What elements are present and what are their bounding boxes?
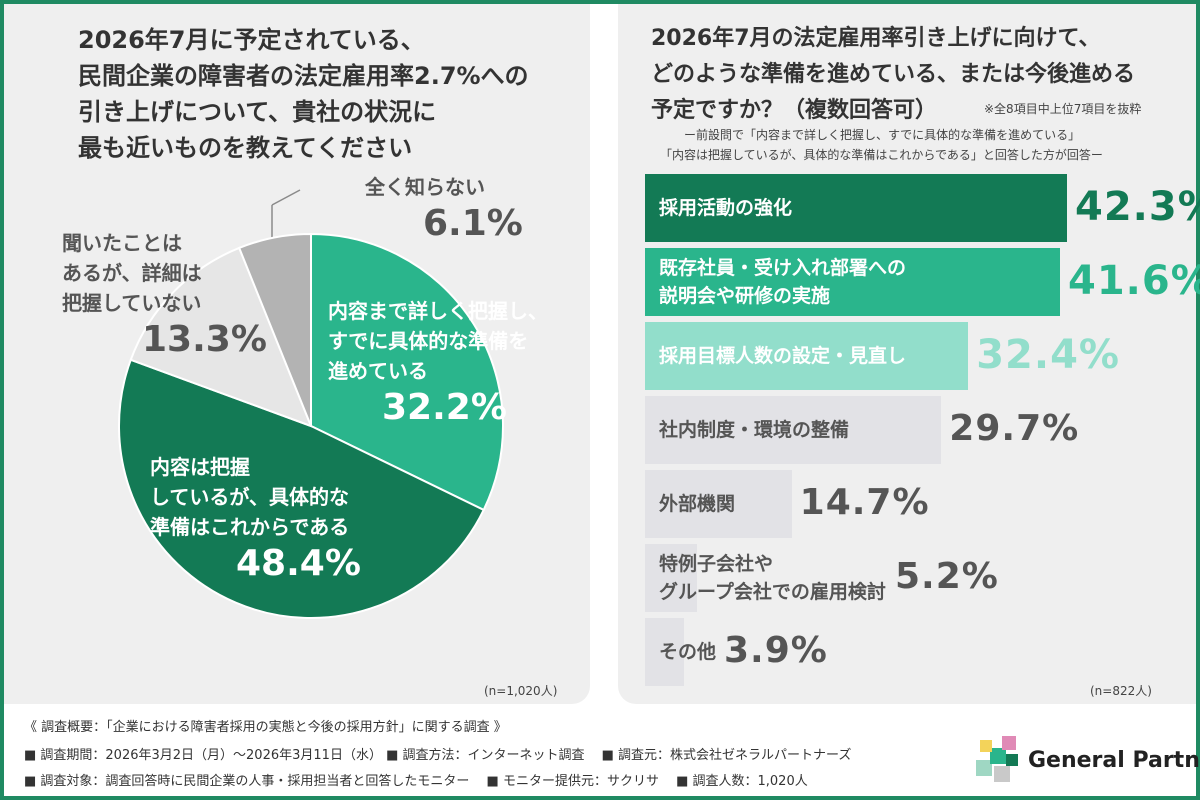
cube-stack-logo-icon — [976, 736, 1018, 782]
bar-value-label: 32.4% — [976, 332, 1120, 378]
footer-line: ■ 調査期間：2026年3月2日（月）〜2026年3月11日（水） ■ 調査方法… — [24, 748, 852, 763]
pie-slice-pct: 48.4% — [236, 543, 361, 584]
right-title-line: 予定ですか？（複数回答可） — [651, 98, 938, 123]
pie-label-slice-3: 聞いたことは あるが、詳細は 把握していない 13.3% — [62, 228, 267, 362]
pie-slice — [118, 358, 486, 619]
pie-slice-pct: 6.1% — [423, 203, 523, 244]
pie-label-slice-2: 内容は把握 しているが、具体的な 準備はこれからである 48.4% — [150, 452, 361, 586]
bar-label: 既存社員・受け入れ部署への 説明会や研修の実施 — [659, 254, 906, 310]
pie-slice-text: 聞いたことは — [62, 231, 182, 255]
logo-text: General Partners — [1028, 748, 1200, 773]
pie-slice — [310, 232, 504, 512]
pie-slice-text: 内容まで詳しく把握し、 — [328, 299, 548, 323]
bar-label: その他 — [659, 638, 716, 666]
left-title-line: 最も近いものを教えてください — [78, 134, 413, 162]
bar-label-line: グループ会社での雇用検討 — [659, 581, 886, 603]
left-title-line: 2026年7月に予定されている、 — [78, 26, 425, 54]
footer-line: ■ 調査対象：調査回答時に民間企業の人事・採用担当者と回答したモニター ■ モニ… — [24, 774, 808, 789]
bar-value-label: 42.3% — [1075, 184, 1200, 230]
pie-label-slice-4: 全く知らない 6.1% — [365, 172, 523, 246]
bar-label-line: 説明会や研修の実施 — [659, 285, 831, 307]
pie-slice-pct: 13.3% — [142, 319, 267, 360]
bar — [645, 618, 684, 686]
bar — [645, 174, 1067, 242]
pie-slice — [129, 246, 313, 428]
bar-value-label: 5.2% — [895, 556, 999, 598]
bar-label: 社内制度・環境の整備 — [659, 416, 849, 444]
bar-value-label: 41.6% — [1068, 258, 1200, 304]
right-subtitle-line: 「内容は把握しているが、具体的な準備はこれからである」と回答した方が回答ー — [660, 148, 1103, 162]
bar — [645, 544, 697, 612]
pie-slice-text: 全く知らない — [365, 175, 485, 199]
company-logo: General Partners — [972, 730, 1200, 792]
bar-label-line: その他 — [659, 641, 717, 663]
right-title-line: どのような準備を進めている、または今後進める — [651, 62, 1136, 87]
left-title-line: 引き上げについて、貴社の状況に — [78, 98, 437, 126]
pie-label-slice-1: 内容まで詳しく把握し、 すでに具体的な準備を 進めている 32.2% — [328, 296, 548, 430]
right-title-line: 2026年7月の法定雇用率引き上げに向けて、 — [651, 26, 1101, 51]
bar-label-line: 採用活動の強化 — [659, 197, 793, 219]
bar-value-label: 3.9% — [724, 630, 828, 672]
pie-slice-pct: 32.2% — [382, 387, 507, 428]
bar-label-line: 既存社員・受け入れ部署への — [659, 257, 907, 279]
bar-label: 採用目標人数の設定・見直し — [659, 342, 906, 370]
pie-chart — [118, 189, 504, 619]
bar — [645, 396, 942, 464]
pie-slice-text: 進めている — [328, 359, 428, 383]
bar-label: 採用活動の強化 — [659, 194, 792, 222]
pie-slice-text: 準備はこれからである — [150, 515, 350, 539]
bar-label-line: 社内制度・環境の整備 — [659, 419, 850, 441]
right-note: ※全8項目中上位7項目を抜粋 — [984, 102, 1142, 116]
left-title-line: 民間企業の障害者の法定雇用率2.7%への — [78, 62, 529, 90]
bar-label: 特例子会社やグループ会社での雇用検討 — [659, 550, 886, 606]
right-n-label: (n=822人) — [1090, 684, 1152, 698]
pie-slice-text: 把握していない — [62, 291, 202, 315]
right-subtitle-line: ー前設問で「内容まで詳しく把握し、すでに具体的な準備を進めている」 — [684, 128, 1081, 142]
pie-slice-text: 内容は把握 — [150, 455, 250, 479]
bar-value-label: 29.7% — [949, 408, 1080, 450]
bar-label: 外部機関 — [659, 490, 735, 518]
pie-slice-text: すでに具体的な準備を — [328, 329, 529, 353]
bar — [645, 322, 969, 390]
bar — [645, 470, 792, 538]
pie-slice-text: あるが、詳細は — [62, 261, 202, 285]
bar-label-line: 特例子会社や — [659, 553, 774, 575]
bar-value-label: 14.7% — [799, 482, 930, 524]
pie-slice-text: しているが、具体的な — [150, 485, 349, 509]
bar-label-line: 採用目標人数の設定・見直し — [659, 345, 907, 367]
pie-slice — [237, 232, 312, 427]
pie-leader-line — [271, 189, 301, 206]
left-n-label: (n=1,020人) — [484, 684, 558, 698]
footer-line: 《 調査概要：「企業における障害者採用の実態と今後の採用方針」に関する調査 》 — [24, 720, 507, 735]
bar — [645, 248, 1061, 316]
bar-label-line: 外部機関 — [659, 493, 736, 515]
